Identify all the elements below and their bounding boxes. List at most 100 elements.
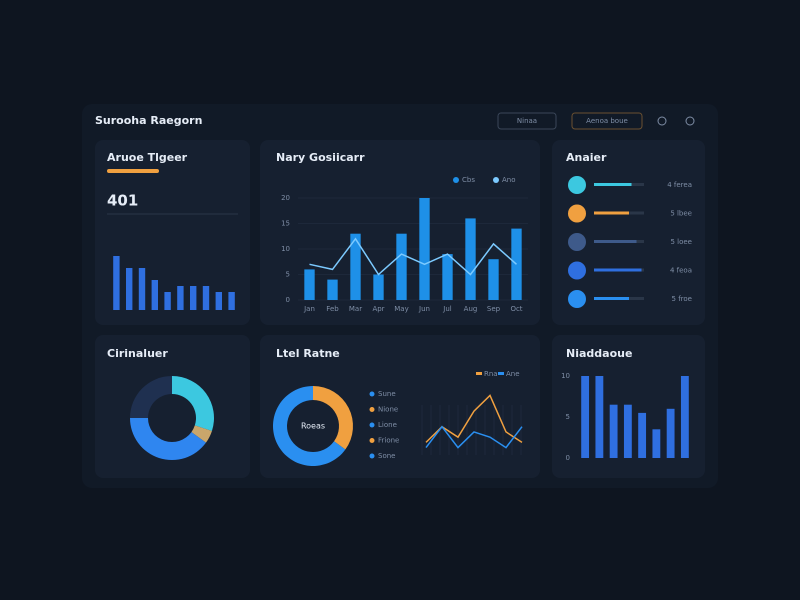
x-tick-label: Apr: [372, 305, 384, 313]
bar: [442, 254, 453, 300]
panel: [95, 335, 250, 478]
legend-label: Sune: [378, 390, 396, 398]
bar: [126, 268, 133, 310]
bar: [350, 233, 361, 300]
legend-dot: [369, 407, 375, 412]
bar: [609, 404, 618, 458]
legend-swatch: [498, 372, 504, 375]
y-tick-label: 0: [566, 454, 570, 462]
panel: [95, 140, 250, 325]
donut-segment: [172, 376, 214, 431]
panel-title: Cirinaluer: [107, 347, 168, 360]
button[interactable]: [571, 112, 643, 130]
legend-dot: [493, 177, 499, 183]
panel-title: Nary Gosiicarr: [276, 151, 365, 164]
legend-dot: [369, 391, 375, 397]
donut-segment: [130, 418, 206, 461]
donut-segment: [130, 376, 172, 418]
icon[interactable]: [657, 116, 667, 126]
x-tick-label: Jul: [442, 305, 452, 313]
panel-title: Niaddaoue: [566, 347, 632, 360]
donut-segment: [191, 425, 212, 443]
bar: [396, 233, 407, 300]
x-tick-label: Aug: [464, 305, 478, 313]
button-label[interactable]: Ninaa: [517, 117, 537, 125]
donut-label: Roeas: [301, 422, 325, 431]
item-label: 5 loee: [670, 238, 692, 246]
line: [425, 425, 523, 449]
avatar: [568, 204, 586, 223]
legend-label: Ane: [506, 370, 520, 378]
x-tick-label: May: [394, 305, 408, 313]
y-tick-label: 10: [281, 245, 290, 253]
item-label: 4 feoa: [670, 267, 692, 275]
panel-title: Anaier: [566, 151, 607, 164]
bar: [373, 274, 384, 300]
bar: [680, 376, 689, 458]
bar: [652, 429, 661, 458]
bar: [113, 256, 120, 310]
avatar: [568, 290, 586, 308]
avatar: [568, 261, 586, 280]
avatar: [568, 233, 586, 251]
legend-label: Sone: [378, 452, 395, 460]
progress-bar: [594, 211, 629, 215]
x-tick-label: Jun: [418, 305, 430, 313]
y-tick-label: 5: [566, 413, 570, 421]
item-label: 4 ferea: [667, 181, 692, 189]
legend-label: Rna: [484, 370, 498, 378]
bar: [666, 408, 675, 458]
legend-label: Cbs: [462, 176, 475, 184]
donut-segment: [273, 386, 346, 467]
legend-label: Frione: [378, 437, 399, 445]
y-tick-label: 5: [286, 271, 290, 279]
progress: [107, 169, 159, 173]
panel-title: Ltel Ratne: [276, 347, 340, 360]
legend-dot: [453, 177, 459, 183]
avatar: [568, 176, 586, 194]
button[interactable]: [497, 112, 557, 130]
bar: [202, 286, 210, 310]
bar: [215, 292, 222, 310]
panel: [552, 140, 705, 325]
progress-bar: [594, 268, 642, 272]
progress-bar: [594, 240, 637, 243]
bar: [581, 376, 590, 458]
metric: 401: [107, 192, 138, 210]
item-label: 5 lbee: [670, 210, 692, 218]
bar: [228, 292, 235, 310]
bar: [595, 376, 604, 458]
y-tick-label: 0: [286, 296, 290, 304]
bar: [190, 286, 197, 310]
app-title: Surooha Raegorn: [95, 114, 202, 127]
x-tick-label: Mar: [349, 305, 362, 313]
bar: [638, 412, 647, 458]
legend-label: Lione: [378, 421, 397, 429]
item-label: 5 froe: [672, 295, 692, 303]
y-tick-label: 20: [281, 194, 290, 202]
x-tick-label: Jan: [303, 305, 315, 313]
x-tick-label: Oct: [510, 305, 522, 313]
legend-swatch: [476, 372, 482, 375]
bar: [327, 279, 338, 300]
legend-dot: [369, 453, 375, 459]
line: [309, 237, 517, 276]
button-label[interactable]: Aenoa boue: [586, 117, 628, 125]
bar: [419, 198, 430, 300]
bar: [488, 259, 499, 300]
bar: [623, 404, 632, 458]
bar: [164, 292, 171, 310]
legend-dot: [369, 422, 375, 428]
legend-label: Ano: [502, 176, 516, 184]
y-tick-label: 10: [561, 372, 570, 380]
legend-dot: [369, 438, 375, 443]
icon[interactable]: [685, 116, 695, 126]
panel-title: Aruoe Tlgeer: [107, 151, 188, 164]
bar: [465, 218, 476, 300]
x-tick-label: Feb: [326, 305, 339, 313]
bar: [304, 269, 315, 300]
legend-label: Nione: [378, 406, 398, 414]
progress-bar: [594, 183, 632, 186]
